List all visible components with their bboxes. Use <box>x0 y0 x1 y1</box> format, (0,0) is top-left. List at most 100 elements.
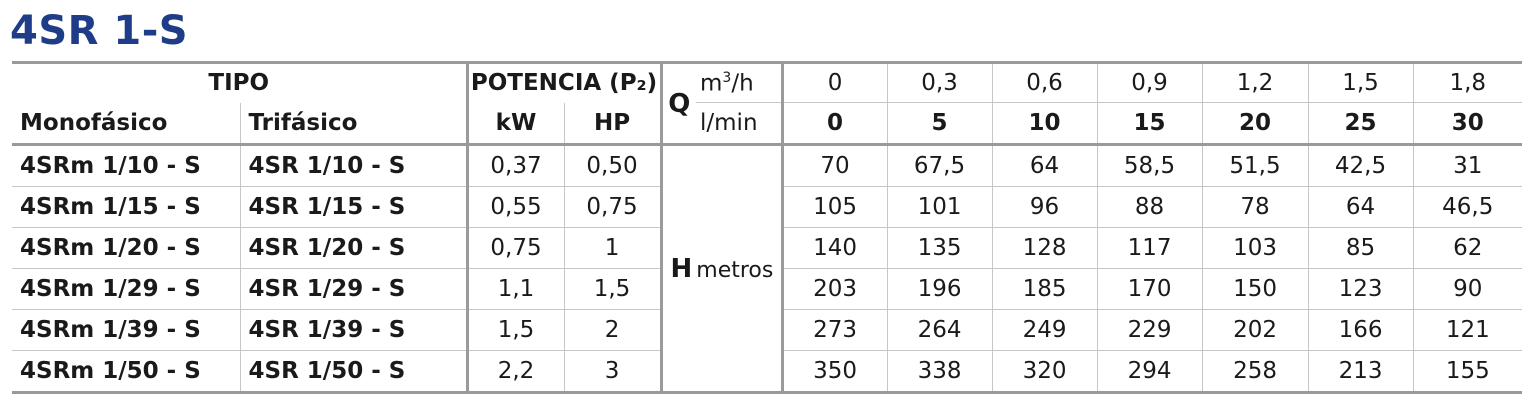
pump-performance-table: TIPO POTENCIA (P₂) Q m3/h 0 0,3 0,6 0,9 … <box>12 61 1523 394</box>
head-cell: 78 <box>1202 186 1309 228</box>
power-hp: 0,50 <box>564 144 663 187</box>
head-cell: 249 <box>992 309 1098 351</box>
power-hp: 2 <box>564 309 663 351</box>
head-cell: 62 <box>1413 227 1523 269</box>
model-mono: 4SRm 1/29 - S <box>12 268 241 310</box>
flow-lmin-cell: 30 <box>1413 102 1523 146</box>
potencia-header: POTENCIA (P₂) <box>467 61 663 103</box>
head-cell: 101 <box>887 186 993 228</box>
power-hp: 1,5 <box>564 268 663 310</box>
model-mono: 4SRm 1/39 - S <box>12 309 241 351</box>
head-cell: 140 <box>782 227 888 269</box>
model-mono: 4SRm 1/20 - S <box>12 227 241 269</box>
head-cell: 58,5 <box>1097 144 1203 187</box>
head-cell: 46,5 <box>1413 186 1523 228</box>
power-hp: 3 <box>564 350 663 394</box>
power-kw: 0,37 <box>467 144 565 187</box>
head-cell: 123 <box>1308 268 1414 310</box>
head-cell: 117 <box>1097 227 1203 269</box>
table-row: 4SRm 1/29 - S 4SR 1/29 - S 1,1 1,5 203 1… <box>12 268 1523 310</box>
head-cell: 294 <box>1097 350 1203 394</box>
model-tri: 4SR 1/20 - S <box>240 227 469 269</box>
head-cell: 338 <box>887 350 993 394</box>
head-cell: 350 <box>782 350 888 394</box>
head-cell: 67,5 <box>887 144 993 187</box>
flow-m3h-cell: 1,8 <box>1413 61 1523 103</box>
head-cell: 170 <box>1097 268 1203 310</box>
model-tri: 4SR 1/29 - S <box>240 268 469 310</box>
head-cell: 258 <box>1202 350 1309 394</box>
head-cell: 213 <box>1308 350 1414 394</box>
power-hp: 0,75 <box>564 186 663 228</box>
table-row: 4SRm 1/15 - S 4SR 1/15 - S 0,55 0,75 105… <box>12 186 1523 228</box>
q-label: Q <box>661 61 697 146</box>
head-cell: 85 <box>1308 227 1414 269</box>
model-tri: 4SR 1/10 - S <box>240 144 469 187</box>
head-cell: 273 <box>782 309 888 351</box>
model-mono: 4SRm 1/15 - S <box>12 186 241 228</box>
model-tri: 4SR 1/50 - S <box>240 350 469 394</box>
model-mono: 4SRm 1/10 - S <box>12 144 241 187</box>
head-cell: 31 <box>1413 144 1523 187</box>
table-row: 4SRm 1/20 - S 4SR 1/20 - S 0,75 1 140 13… <box>12 227 1523 269</box>
flow-lmin-cell: 20 <box>1202 102 1309 146</box>
table-row: 4SRm 1/50 - S 4SR 1/50 - S 2,2 3 350 338… <box>12 350 1523 394</box>
page-title: 4SR 1-S <box>10 8 189 54</box>
flow-m3h-cell: 0 <box>782 61 888 103</box>
flow-lmin-cell: 5 <box>887 102 993 146</box>
head-cell: 64 <box>1308 186 1414 228</box>
power-kw: 1,5 <box>467 309 565 351</box>
unit-lmin: l/min <box>696 102 784 146</box>
head-cell: 51,5 <box>1202 144 1309 187</box>
header-row-2: Monofásico Trifásico kW HP l/min 0 5 10 … <box>12 102 1523 146</box>
head-cell: 202 <box>1202 309 1309 351</box>
flow-lmin-cell: 15 <box>1097 102 1203 146</box>
model-tri: 4SR 1/15 - S <box>240 186 469 228</box>
head-cell: 185 <box>992 268 1098 310</box>
tri-header: Trifásico <box>240 102 469 146</box>
head-cell: 128 <box>992 227 1098 269</box>
head-cell: 135 <box>887 227 993 269</box>
mono-header: Monofásico <box>12 102 241 146</box>
head-cell: 264 <box>887 309 993 351</box>
head-cell: 88 <box>1097 186 1203 228</box>
head-cell: 105 <box>782 186 888 228</box>
head-cell: 150 <box>1202 268 1309 310</box>
hp-header: HP <box>564 102 663 146</box>
unit-m3h: m3/h <box>696 61 784 103</box>
head-cell: 203 <box>782 268 888 310</box>
head-cell: 103 <box>1202 227 1309 269</box>
head-cell: 166 <box>1308 309 1414 351</box>
flow-m3h-cell: 1,5 <box>1308 61 1414 103</box>
tipo-header: TIPO <box>12 61 469 103</box>
head-cell: 64 <box>992 144 1098 187</box>
power-hp: 1 <box>564 227 663 269</box>
flow-lmin-cell: 0 <box>782 102 888 146</box>
head-cell: 155 <box>1413 350 1523 394</box>
power-kw: 2,2 <box>467 350 565 394</box>
power-kw: 0,55 <box>467 186 565 228</box>
head-cell: 42,5 <box>1308 144 1414 187</box>
model-tri: 4SR 1/39 - S <box>240 309 469 351</box>
flow-m3h-cell: 0,6 <box>992 61 1098 103</box>
head-cell: 320 <box>992 350 1098 394</box>
table-row: 4SRm 1/39 - S 4SR 1/39 - S 1,5 2 273 264… <box>12 309 1523 351</box>
power-kw: 0,75 <box>467 227 565 269</box>
head-cell: 229 <box>1097 309 1203 351</box>
flow-lmin-cell: 10 <box>992 102 1098 146</box>
head-cell: 196 <box>887 268 993 310</box>
model-mono: 4SRm 1/50 - S <box>12 350 241 394</box>
head-cell: 96 <box>992 186 1098 228</box>
power-kw: 1,1 <box>467 268 565 310</box>
flow-m3h-cell: 0,3 <box>887 61 993 103</box>
flow-m3h-cell: 0,9 <box>1097 61 1203 103</box>
head-cell: 121 <box>1413 309 1523 351</box>
kw-header: kW <box>467 102 565 146</box>
flow-lmin-cell: 25 <box>1308 102 1414 146</box>
head-cell: 90 <box>1413 268 1523 310</box>
flow-m3h-cell: 1,2 <box>1202 61 1309 103</box>
head-cell: 70 <box>782 144 888 187</box>
header-row-1: TIPO POTENCIA (P₂) Q m3/h 0 0,3 0,6 0,9 … <box>12 61 1523 146</box>
